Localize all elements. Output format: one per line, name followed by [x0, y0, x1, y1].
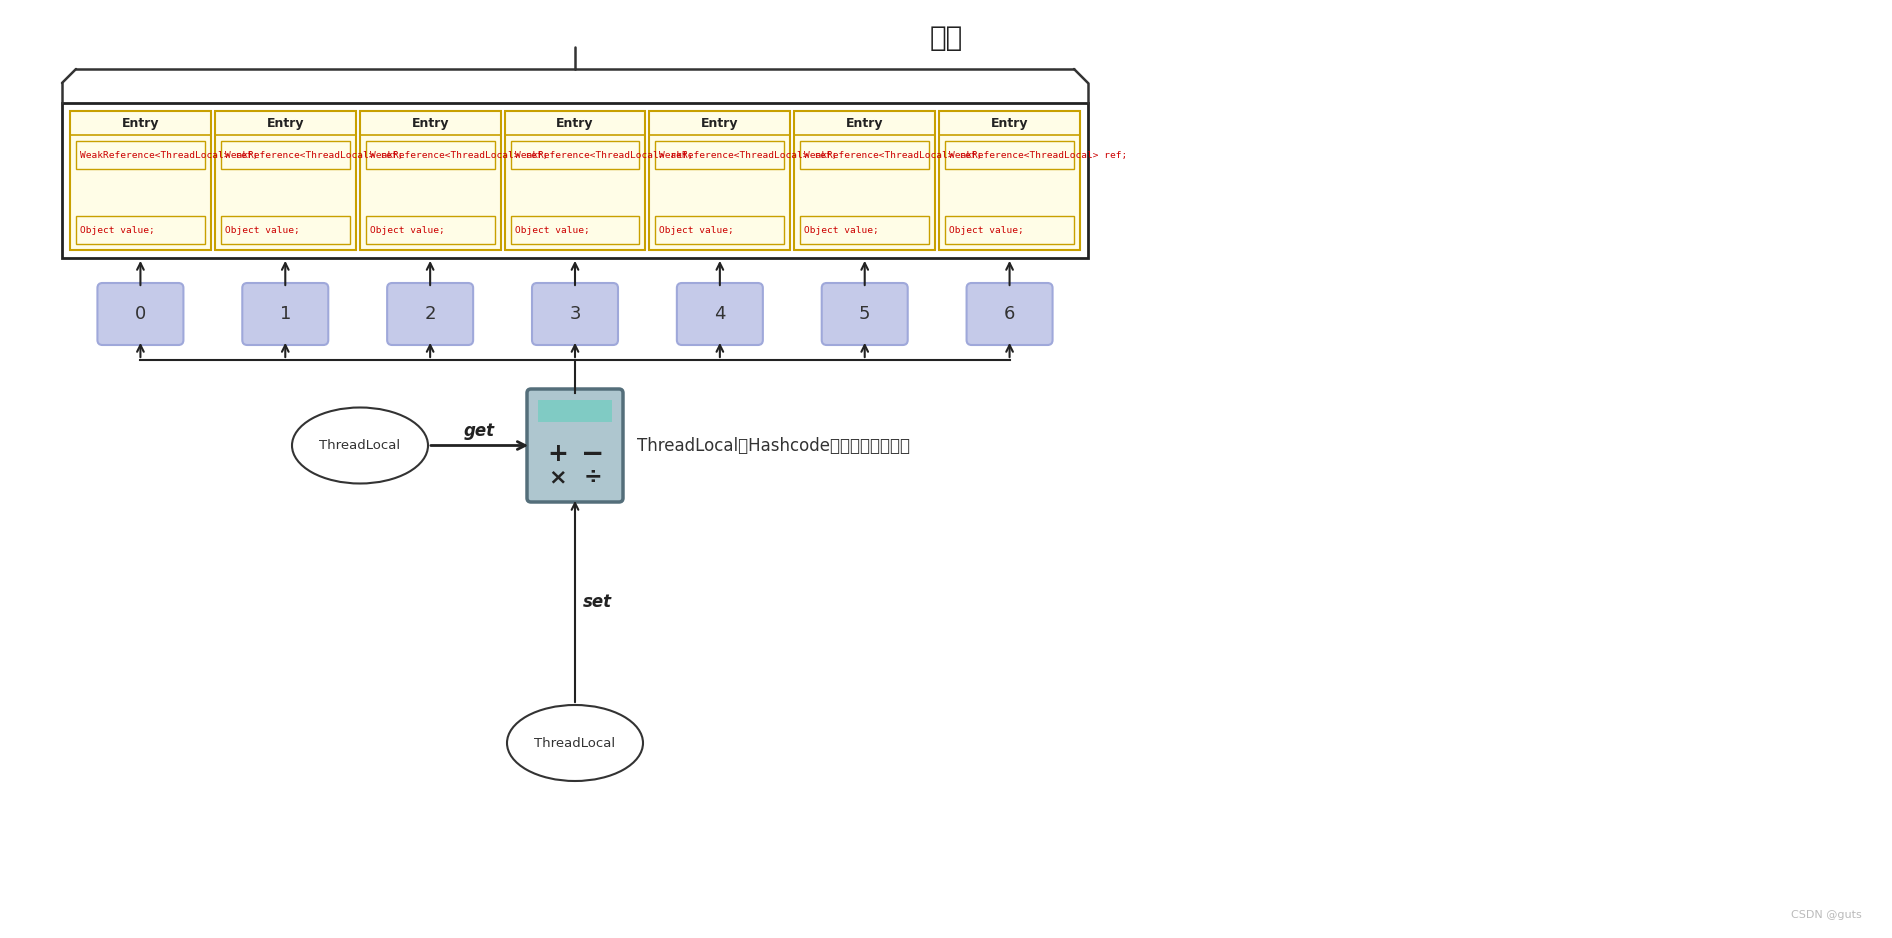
FancyBboxPatch shape [795, 111, 935, 250]
Text: 2: 2 [424, 305, 435, 323]
Ellipse shape [507, 705, 643, 781]
FancyBboxPatch shape [511, 216, 639, 244]
Text: Entry: Entry [411, 116, 448, 129]
FancyBboxPatch shape [967, 283, 1052, 345]
Text: Object value;: Object value; [660, 225, 734, 234]
FancyBboxPatch shape [946, 216, 1075, 244]
Text: 数组: 数组 [929, 24, 963, 52]
Text: Entry: Entry [846, 116, 884, 129]
Text: WeakReference<ThreadLocal> ref;: WeakReference<ThreadLocal> ref; [950, 150, 1128, 159]
Text: Object value;: Object value; [369, 225, 445, 234]
Text: ×: × [549, 467, 568, 487]
Text: 0: 0 [134, 305, 146, 323]
FancyBboxPatch shape [216, 111, 356, 250]
FancyBboxPatch shape [70, 111, 210, 250]
Text: ÷: ÷ [583, 467, 602, 487]
FancyBboxPatch shape [76, 216, 204, 244]
Text: 1: 1 [280, 305, 291, 323]
FancyBboxPatch shape [242, 283, 329, 345]
FancyBboxPatch shape [365, 216, 494, 244]
Text: Object value;: Object value; [79, 225, 155, 234]
FancyBboxPatch shape [655, 216, 785, 244]
Text: Entry: Entry [556, 116, 594, 129]
FancyBboxPatch shape [528, 389, 622, 502]
FancyBboxPatch shape [96, 283, 184, 345]
FancyBboxPatch shape [62, 103, 1088, 258]
Text: Object value;: Object value; [804, 225, 880, 234]
FancyBboxPatch shape [76, 141, 204, 169]
Ellipse shape [291, 407, 428, 483]
FancyBboxPatch shape [938, 111, 1080, 250]
Text: WeakReference<ThreadLocal> ref;: WeakReference<ThreadLocal> ref; [804, 150, 982, 159]
Text: WeakReference<ThreadLocal> ref;: WeakReference<ThreadLocal> ref; [79, 150, 257, 159]
FancyBboxPatch shape [800, 216, 929, 244]
FancyBboxPatch shape [649, 111, 791, 250]
FancyBboxPatch shape [532, 283, 619, 345]
Text: WeakReference<ThreadLocal> ref;: WeakReference<ThreadLocal> ref; [660, 150, 838, 159]
FancyBboxPatch shape [221, 141, 350, 169]
Text: Entry: Entry [267, 116, 305, 129]
Text: Object value;: Object value; [515, 225, 588, 234]
FancyBboxPatch shape [655, 141, 785, 169]
Text: WeakReference<ThreadLocal> ref;: WeakReference<ThreadLocal> ref; [369, 150, 549, 159]
Text: Object value;: Object value; [950, 225, 1024, 234]
FancyBboxPatch shape [221, 216, 350, 244]
Text: +: + [547, 442, 568, 466]
Text: Object value;: Object value; [225, 225, 299, 234]
FancyBboxPatch shape [537, 400, 611, 422]
Text: ThreadLocal的Hashcode位运算出数组下标: ThreadLocal的Hashcode位运算出数组下标 [638, 436, 910, 455]
Text: Entry: Entry [121, 116, 159, 129]
Text: ThreadLocal: ThreadLocal [320, 439, 401, 452]
Text: 4: 4 [713, 305, 727, 323]
FancyBboxPatch shape [511, 141, 639, 169]
FancyBboxPatch shape [946, 141, 1075, 169]
Text: WeakReference<ThreadLocal> ref;: WeakReference<ThreadLocal> ref; [225, 150, 403, 159]
Text: −: − [581, 440, 604, 468]
Text: Entry: Entry [702, 116, 738, 129]
FancyBboxPatch shape [505, 111, 645, 250]
FancyBboxPatch shape [800, 141, 929, 169]
FancyBboxPatch shape [365, 141, 494, 169]
Text: ThreadLocal: ThreadLocal [534, 736, 615, 749]
FancyBboxPatch shape [821, 283, 908, 345]
Text: set: set [583, 593, 613, 611]
Text: 6: 6 [1005, 305, 1016, 323]
Text: 3: 3 [569, 305, 581, 323]
FancyBboxPatch shape [677, 283, 762, 345]
Text: get: get [464, 421, 496, 440]
Text: 5: 5 [859, 305, 870, 323]
Text: WeakReference<ThreadLocal> ref;: WeakReference<ThreadLocal> ref; [515, 150, 692, 159]
Text: CSDN @guts: CSDN @guts [1792, 910, 1862, 920]
FancyBboxPatch shape [388, 283, 473, 345]
Text: Entry: Entry [991, 116, 1029, 129]
FancyBboxPatch shape [359, 111, 501, 250]
